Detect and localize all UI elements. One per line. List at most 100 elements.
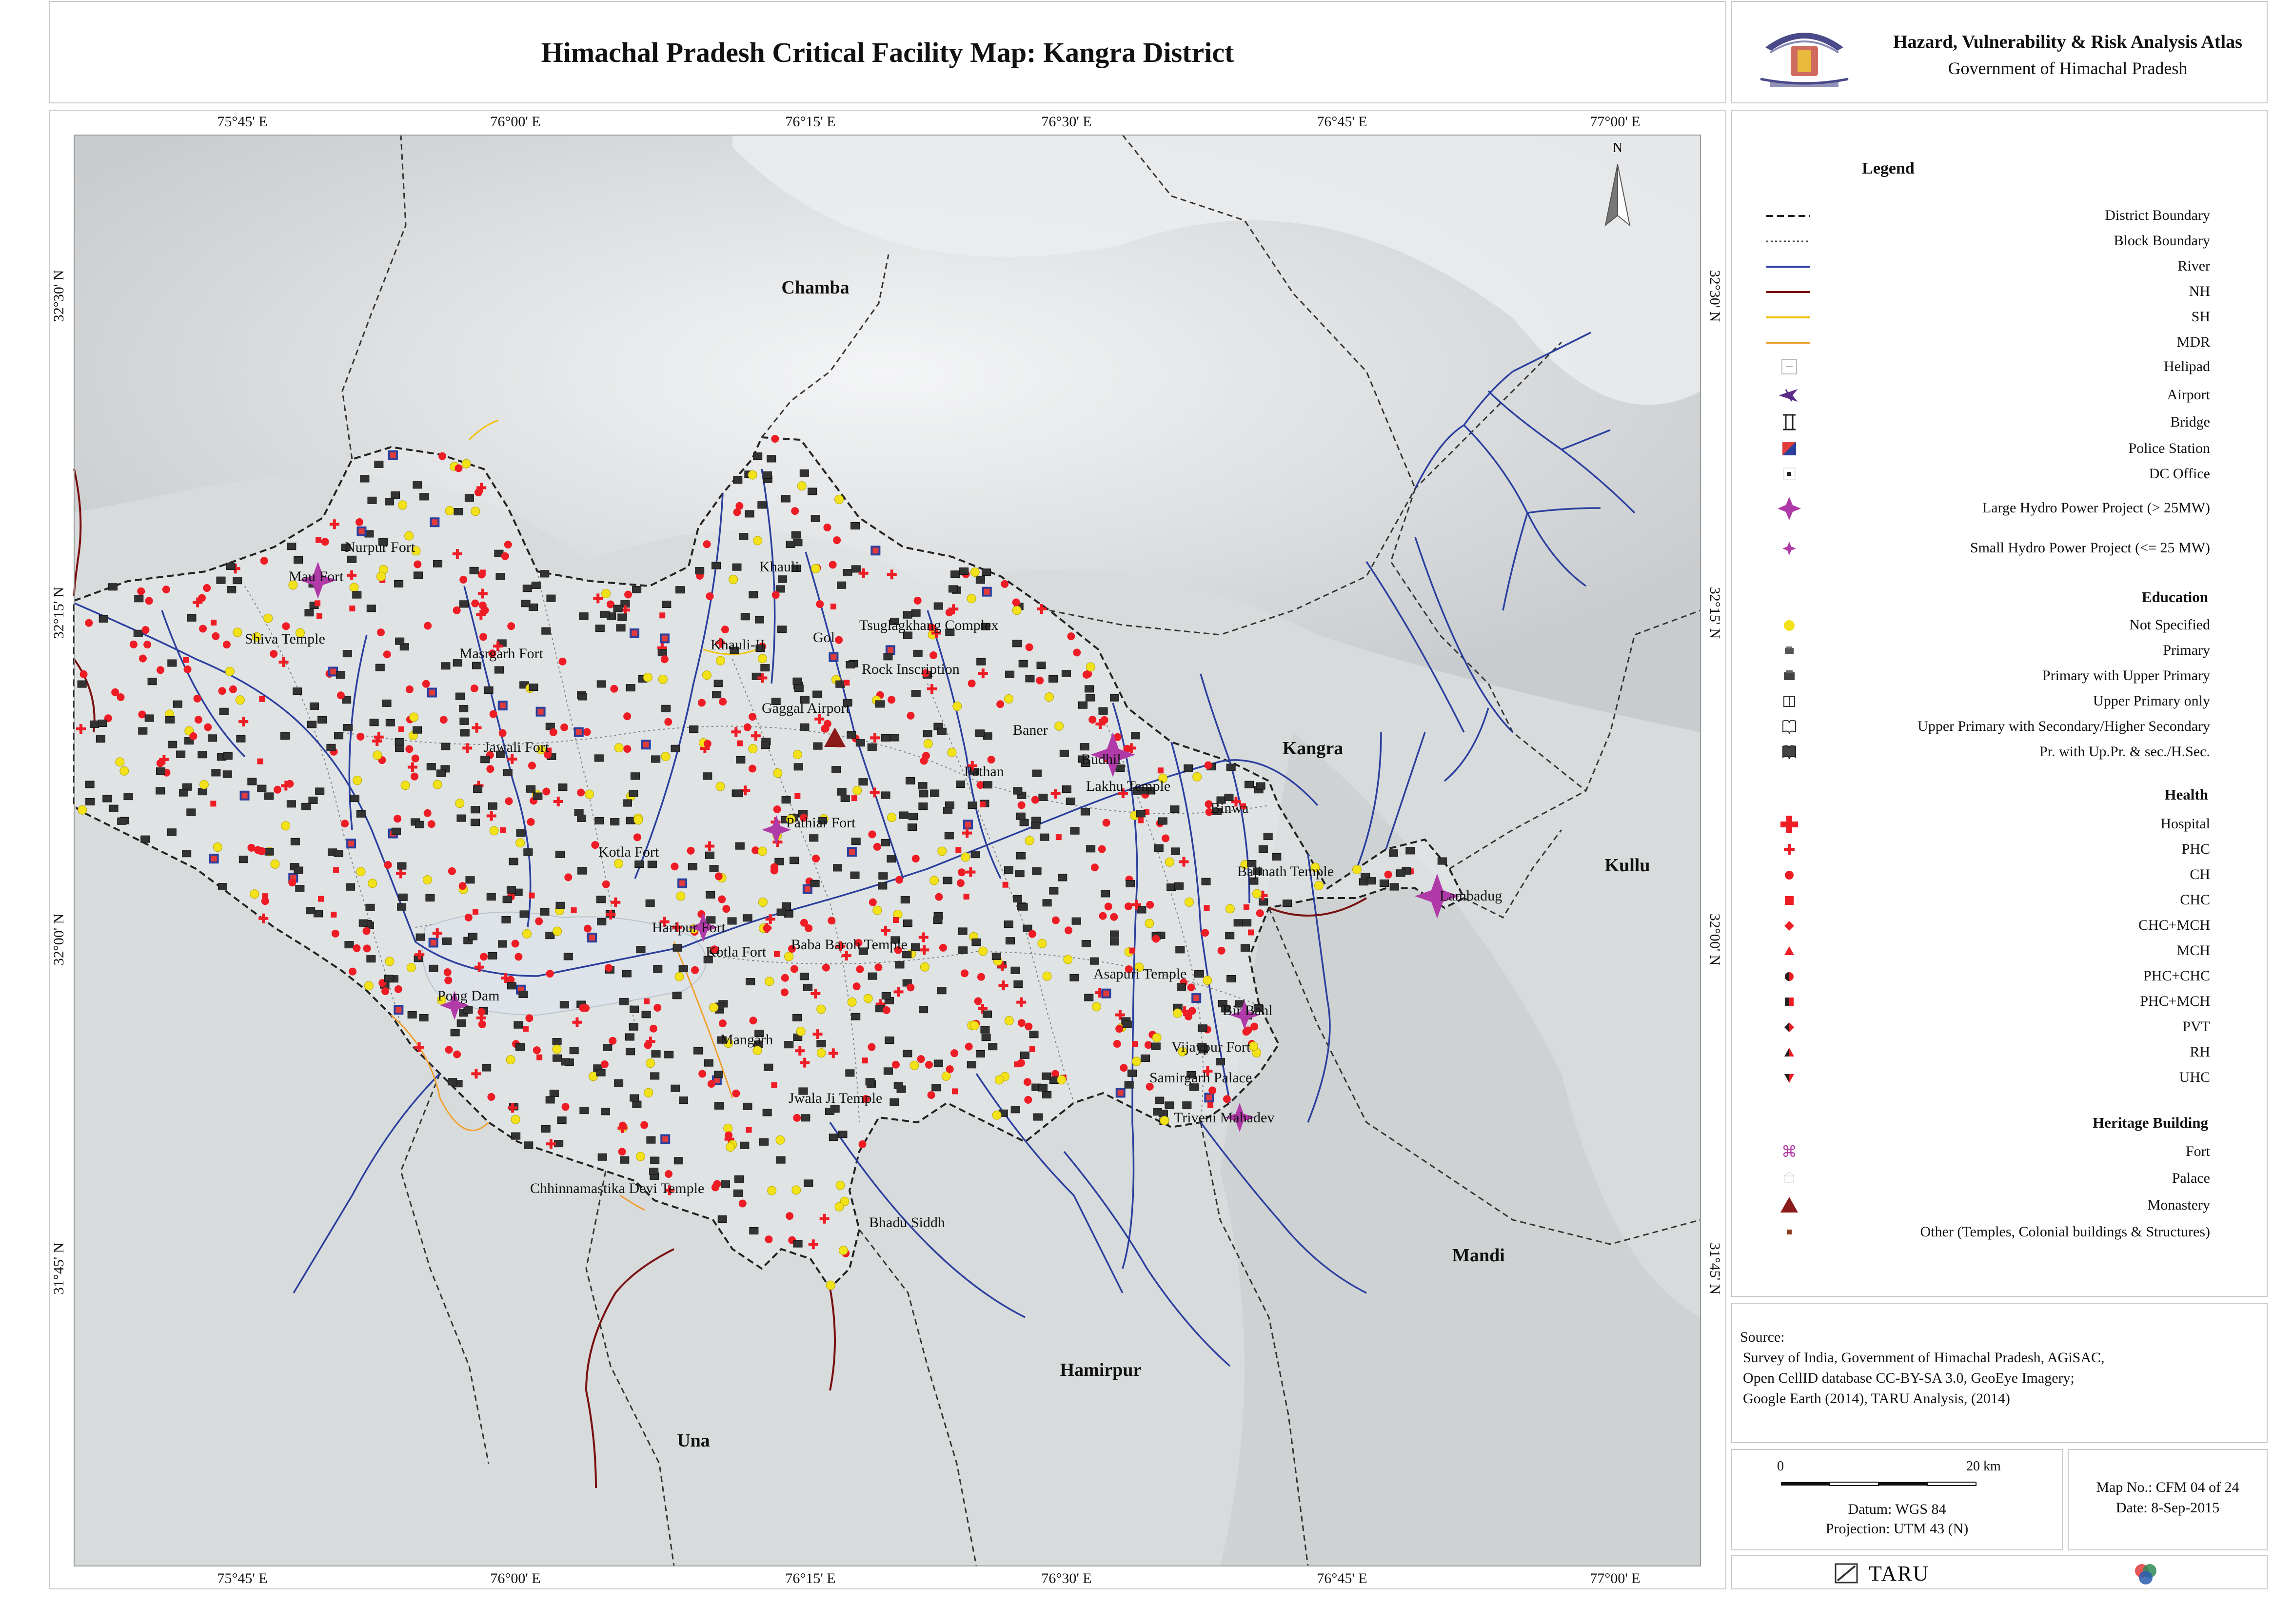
school-marker — [835, 680, 845, 688]
place-label: Khauli-II — [711, 637, 765, 653]
school-marker — [895, 961, 905, 969]
education-unspecified-marker — [1178, 1047, 1187, 1057]
chc-marker — [979, 801, 986, 807]
school-marker — [1023, 924, 1032, 932]
school-marker — [850, 871, 860, 879]
school-marker — [1396, 869, 1405, 877]
school-marker — [293, 687, 302, 695]
hospital-marker — [476, 609, 486, 620]
school-marker — [759, 1138, 769, 1146]
education-unspecified-marker — [796, 1026, 806, 1036]
health-marker — [882, 1006, 890, 1015]
map-number: Map No.: CFM 04 of 24 — [2096, 1479, 2239, 1495]
education-unspecified-marker — [969, 1021, 979, 1031]
school-marker — [825, 1108, 835, 1115]
school-marker — [1141, 1054, 1150, 1062]
health-marker — [527, 818, 535, 826]
atlas-panel: Hazard, Vulnerability & Risk Analysis At… — [1731, 1, 2268, 103]
school-marker — [557, 1116, 567, 1124]
legend-line-row: MDR — [1732, 330, 2269, 355]
health-marker — [129, 640, 138, 648]
health-marker — [791, 507, 799, 515]
legend-label: Helipad — [2164, 358, 2210, 374]
education-unspecified-marker — [676, 891, 686, 901]
health-marker — [698, 1070, 707, 1078]
health-marker — [605, 964, 613, 972]
school-marker — [623, 799, 632, 807]
hospital-marker — [620, 605, 631, 615]
place-label: Vijaypur Fort — [1171, 1039, 1251, 1055]
school-marker — [441, 662, 451, 670]
legend-label: DC Office — [2149, 466, 2210, 482]
health-marker — [448, 867, 456, 875]
health-marker — [79, 670, 88, 678]
health-marker — [218, 687, 226, 695]
school-marker — [528, 603, 538, 611]
legend-infra-row-icon — [1782, 442, 1796, 455]
school-marker — [208, 734, 217, 742]
hospital-marker — [159, 754, 169, 764]
kangra-district-area[interactable] — [73, 436, 1465, 1290]
health-marker — [331, 929, 339, 938]
legend-label: Other (Temples, Colonial buildings & Str… — [1920, 1224, 2210, 1240]
education-unspecified-marker — [1054, 721, 1064, 731]
school-marker — [488, 952, 497, 959]
atlas-title: Hazard, Vulnerability & Risk Analysis At… — [1893, 32, 2242, 52]
school-marker — [518, 991, 528, 998]
legend-heritage-row-icon — [1787, 1230, 1792, 1234]
school-marker — [301, 802, 311, 810]
school-marker — [1040, 833, 1049, 841]
partner-logo-icon — [2135, 1564, 2156, 1585]
latitude-label: 32°30' N — [1707, 270, 1723, 322]
school-marker — [182, 850, 192, 858]
health-marker — [356, 732, 365, 741]
school-marker — [469, 567, 479, 574]
school-marker — [850, 522, 860, 529]
health-marker — [1185, 1012, 1193, 1020]
school-marker — [397, 903, 407, 911]
facility-markers — [76, 434, 1447, 1290]
hospital-marker — [881, 925, 891, 936]
latitude-label: 32°00' N — [51, 914, 67, 966]
school-marker — [470, 819, 480, 826]
education-unspecified-marker — [920, 962, 929, 972]
school-marker — [1247, 860, 1257, 867]
health-marker — [958, 868, 966, 877]
legend-line-row-icon — [1766, 316, 1810, 318]
school-marker — [778, 575, 788, 583]
school-marker — [484, 686, 494, 694]
school-marker — [703, 772, 712, 780]
school-marker — [740, 613, 750, 621]
health-marker — [800, 814, 808, 822]
legend-health-row: PHC — [1732, 837, 2269, 862]
education-unspecified-marker — [1134, 962, 1144, 972]
school-marker — [217, 883, 227, 891]
school-marker — [1018, 903, 1028, 911]
school-marker — [1086, 845, 1096, 853]
hospital-marker — [841, 951, 851, 961]
hospital-marker — [374, 732, 384, 742]
hospital-marker — [76, 724, 86, 734]
education-unspecified-marker — [409, 712, 419, 722]
source-line: Survey of India, Government of Himachal … — [1743, 1350, 2105, 1366]
health-marker — [780, 988, 789, 997]
hospital-marker — [757, 673, 768, 683]
hospital-marker — [193, 597, 203, 607]
place-label: Rock Inscription — [862, 661, 960, 677]
health-marker — [771, 591, 780, 599]
school-marker — [594, 817, 604, 824]
school-marker — [646, 1136, 656, 1144]
health-marker — [977, 973, 985, 981]
school-marker — [908, 823, 917, 831]
school-marker — [613, 605, 623, 612]
hospital-marker — [1118, 788, 1128, 799]
legend-health-row: CHC — [1732, 888, 2269, 913]
map-canvas[interactable]: Khauli Tsuglagkhang Complex Gol Khauli-II Ro… — [50, 111, 1725, 1588]
legend-health-row-icon — [1784, 844, 1795, 855]
education-unspecified-marker — [1091, 1002, 1101, 1012]
mountain-hillshade — [74, 135, 1700, 732]
hospital-marker — [795, 1046, 805, 1056]
health-marker — [793, 1114, 801, 1122]
legend-education-row-icon — [1783, 696, 1795, 707]
police-station-marker — [630, 628, 640, 639]
